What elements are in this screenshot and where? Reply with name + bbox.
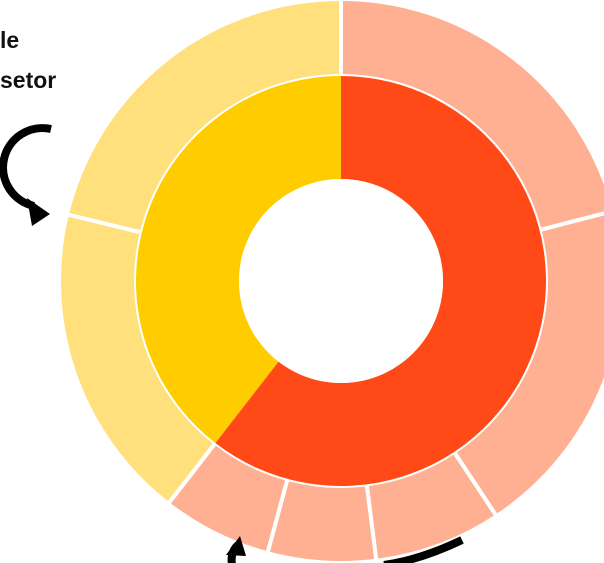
center-hole: [239, 179, 443, 383]
rotate-arrow-left-head-icon: [27, 198, 50, 226]
inner-segment-2: [135, 76, 341, 443]
inner-segment-1: [215, 76, 547, 486]
label-text-line-2: setor: [0, 67, 57, 93]
rotation-arrows: [0, 124, 464, 563]
rotate-arrow-bottom-right-icon: [383, 536, 464, 563]
rotate-arrow-left-icon: [0, 124, 52, 210]
inner-ring: [135, 76, 547, 486]
label-text-line-1: le: [0, 27, 20, 53]
rotate-arrow-bottom-left-head-icon: [226, 536, 246, 556]
